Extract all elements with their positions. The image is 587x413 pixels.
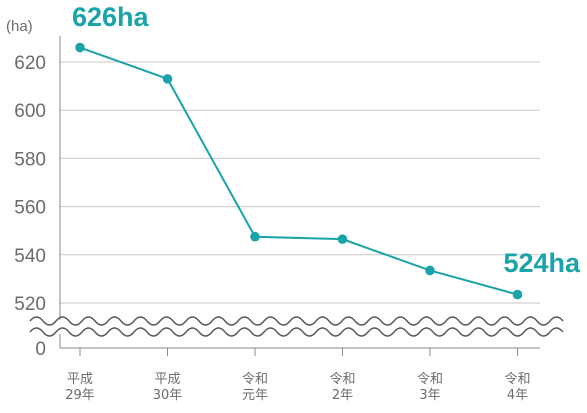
axis-break-gap [28, 320, 554, 334]
x-tick-label: 令和 [417, 372, 443, 387]
x-tick-label: 30年 [153, 388, 183, 403]
series-line [79, 46, 518, 296]
axis-break-wave-top [29, 316, 564, 326]
axes [59, 36, 540, 356]
x-tick-label: 平成 [67, 372, 93, 387]
x-tick-label: 3年 [419, 388, 440, 403]
y-tick-label: 580 [14, 149, 46, 170]
y-tick-label-zero: 0 [35, 339, 46, 360]
data-point [162, 74, 173, 84]
y-tick-label: 520 [14, 294, 46, 315]
series [75, 42, 523, 300]
x-tick-label: 元年 [242, 388, 268, 403]
x-tick-label: 令和 [504, 372, 530, 387]
y-tick-label: 600 [14, 101, 46, 122]
x-tick-label: 2年 [332, 388, 353, 403]
y-axis-unit: (ha) [6, 18, 33, 35]
axis-break-wave-bottom [29, 327, 564, 337]
x-tick-label: 令和 [242, 372, 268, 387]
x-tick-label: 4年 [507, 388, 528, 403]
annotation-last: 524ha [503, 248, 581, 278]
data-point [425, 265, 435, 276]
y-tick-labels: 620 600 580 560 540 520 0 [14, 53, 46, 360]
data-point [75, 42, 85, 53]
data-point [337, 234, 348, 244]
x-tick-label: 令和 [329, 372, 355, 387]
annotations: 626ha 524ha [72, 2, 581, 278]
x-tick-label: 29年 [65, 388, 95, 403]
annotation-first: 626ha [72, 2, 150, 32]
gridlines [60, 61, 540, 304]
y-tick-label: 620 [14, 53, 46, 74]
axis-break [28, 316, 564, 337]
x-tick-label: 平成 [154, 372, 180, 387]
y-tick-label: 540 [14, 246, 46, 267]
y-tick-label: 560 [14, 198, 46, 219]
data-point [250, 231, 260, 242]
data-point [512, 289, 523, 300]
